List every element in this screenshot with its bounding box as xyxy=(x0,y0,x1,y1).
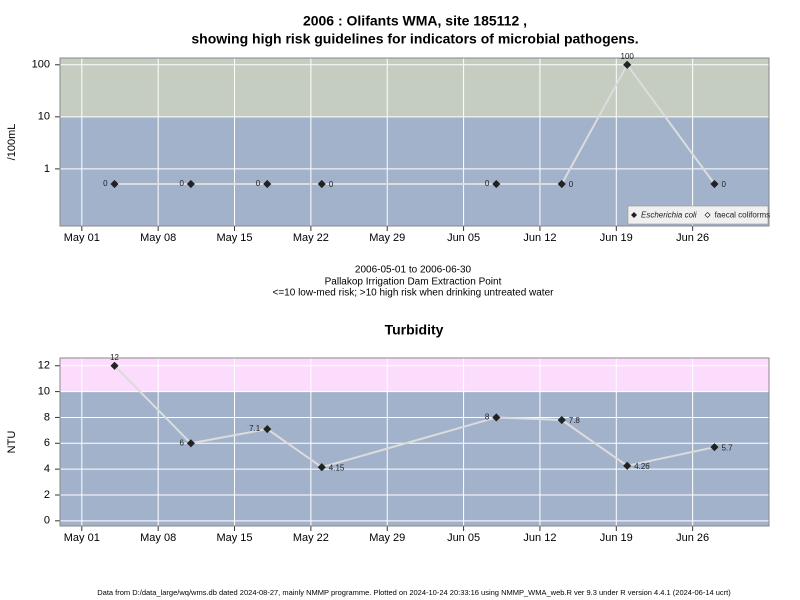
data-point xyxy=(263,425,272,434)
legend-box xyxy=(627,205,769,225)
data-label: 0 xyxy=(329,180,334,189)
x-tick-label: Jun 05 xyxy=(447,232,480,244)
y-tick-label: 4 xyxy=(44,463,50,475)
legend-label: Escherichia coli xyxy=(641,211,697,220)
data-point xyxy=(710,179,719,189)
x-tick-label: May 29 xyxy=(369,232,405,244)
data-label: 7.8 xyxy=(569,416,581,425)
data-label: 7.1 xyxy=(249,424,261,433)
y-tick-label: 0 xyxy=(44,515,50,527)
x-tick-label: May 15 xyxy=(216,232,252,244)
plot-frame xyxy=(59,357,770,527)
data-point xyxy=(110,179,119,189)
data-label: 0 xyxy=(569,180,574,189)
y-tick-label: 1 xyxy=(44,163,50,175)
note: <=10 low-med risk; >10 high risk when dr… xyxy=(273,288,555,299)
legend-marker xyxy=(704,212,711,218)
note: Pallakop Irrigation Dam Extraction Point xyxy=(325,277,502,288)
data-point xyxy=(492,179,501,189)
data-point xyxy=(317,179,326,189)
plot-frame xyxy=(59,57,770,227)
x-tick-label: Jun 26 xyxy=(676,532,709,544)
x-tick-label: Jun 19 xyxy=(600,532,633,544)
data-point xyxy=(492,413,501,422)
x-tick-label: Jun 12 xyxy=(523,232,556,244)
data-label: 12 xyxy=(110,353,119,362)
data-point xyxy=(110,361,119,370)
data-point xyxy=(263,179,272,189)
data-label: 4.15 xyxy=(329,463,345,472)
risk-band xyxy=(60,358,769,392)
data-label: 4.26 xyxy=(634,462,650,471)
x-tick-label: May 01 xyxy=(64,532,100,544)
data-label: 0 xyxy=(103,179,108,188)
legend-label: faecal coliforms xyxy=(715,211,771,220)
y-tick-label: 10 xyxy=(38,111,50,123)
x-tick-label: May 22 xyxy=(293,232,329,244)
x-tick-label: May 15 xyxy=(216,532,252,544)
legend-marker xyxy=(631,212,637,218)
data-label: 0 xyxy=(485,179,490,188)
data-point xyxy=(710,443,719,452)
note: 2006-05-01 to 2006-06-30 xyxy=(355,265,472,276)
data-point xyxy=(186,179,195,189)
x-tick-label: Jun 19 xyxy=(600,232,633,244)
data-label: 0 xyxy=(721,180,726,189)
data-label: 8 xyxy=(485,413,490,422)
data-label: 5.7 xyxy=(721,443,733,452)
x-tick-label: May 01 xyxy=(64,232,100,244)
data-label: 100 xyxy=(621,52,635,61)
data-point xyxy=(623,60,632,69)
chart-title: showing high risk guidelines for indicat… xyxy=(191,31,638,47)
y-tick-label: 6 xyxy=(44,437,50,449)
x-tick-label: May 08 xyxy=(140,532,176,544)
data-point xyxy=(557,179,566,189)
data-label: 0 xyxy=(179,179,184,188)
y-tick-label: 2 xyxy=(44,489,50,501)
y-tick-label: 12 xyxy=(38,360,50,372)
y-tick-label: 10 xyxy=(38,386,50,398)
x-tick-label: May 08 xyxy=(140,232,176,244)
data-point xyxy=(317,463,326,472)
y-axis-label: /100mL xyxy=(6,124,18,161)
risk-band xyxy=(60,58,769,117)
data-label: 0 xyxy=(256,179,261,188)
chart-title: 2006 : Olifants WMA, site 185112 , xyxy=(303,13,527,29)
data-point xyxy=(557,415,566,425)
series-line xyxy=(113,365,715,469)
x-tick-label: May 29 xyxy=(369,532,405,544)
data-point xyxy=(186,439,195,448)
data-label: 6 xyxy=(179,438,184,447)
data-point xyxy=(623,461,632,470)
x-tick-label: Jun 26 xyxy=(676,232,709,244)
y-axis-label: NTU xyxy=(6,431,18,454)
y-tick-label: 8 xyxy=(44,411,50,423)
x-tick-label: Jun 05 xyxy=(447,532,480,544)
chart-title: Turbidity xyxy=(385,322,444,338)
x-tick-label: May 22 xyxy=(293,532,329,544)
x-tick-label: Jun 12 xyxy=(523,532,556,544)
series-line xyxy=(114,62,716,185)
footer: Data from D:/data_large/wq/wms.db dated … xyxy=(97,588,731,597)
y-tick-label: 100 xyxy=(32,59,50,71)
